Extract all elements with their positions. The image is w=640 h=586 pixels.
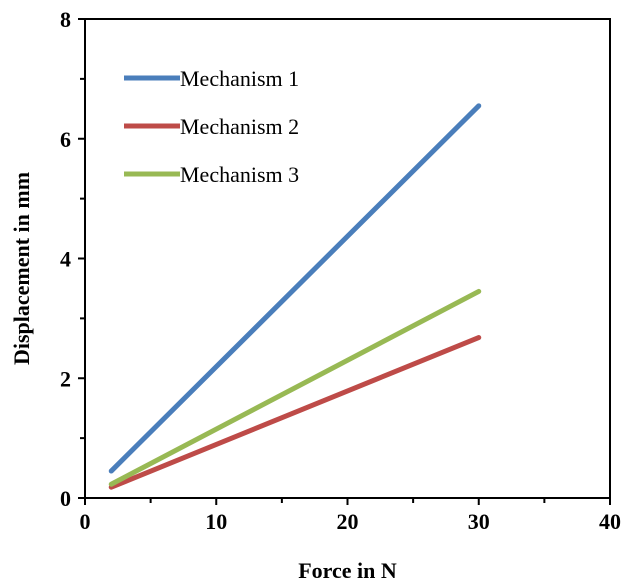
plot-marks	[108, 103, 482, 490]
legend: Mechanism 1 Mechanism 2 Mechanism 3	[124, 66, 299, 187]
x-axis-title: Force in N	[298, 558, 397, 583]
x-tick-label: 30	[468, 509, 490, 534]
tick-labels: 0 10 20 30 40 0 2 4 6 8	[60, 7, 621, 534]
series-line-3	[108, 288, 482, 487]
x-tick-label: 40	[599, 509, 621, 534]
legend-label-3: Mechanism 3	[180, 162, 299, 187]
y-tick-label: 2	[60, 366, 71, 391]
y-tick-label: 0	[60, 486, 71, 511]
y-tick-label: 6	[60, 127, 71, 152]
plot-frame	[84, 18, 611, 499]
y-axis-title: Displacement in mm	[9, 172, 34, 365]
x-tick-label: 10	[205, 509, 227, 534]
legend-label-2: Mechanism 2	[180, 114, 299, 139]
series-line-2	[108, 335, 482, 490]
x-tick-label: 20	[337, 509, 359, 534]
y-tick-label: 4	[60, 247, 71, 272]
tick-marks	[78, 18, 611, 505]
legend-label-1: Mechanism 1	[180, 66, 299, 91]
x-tick-label: 0	[80, 509, 91, 534]
series-line-1	[108, 103, 482, 474]
y-tick-label: 8	[60, 7, 71, 32]
